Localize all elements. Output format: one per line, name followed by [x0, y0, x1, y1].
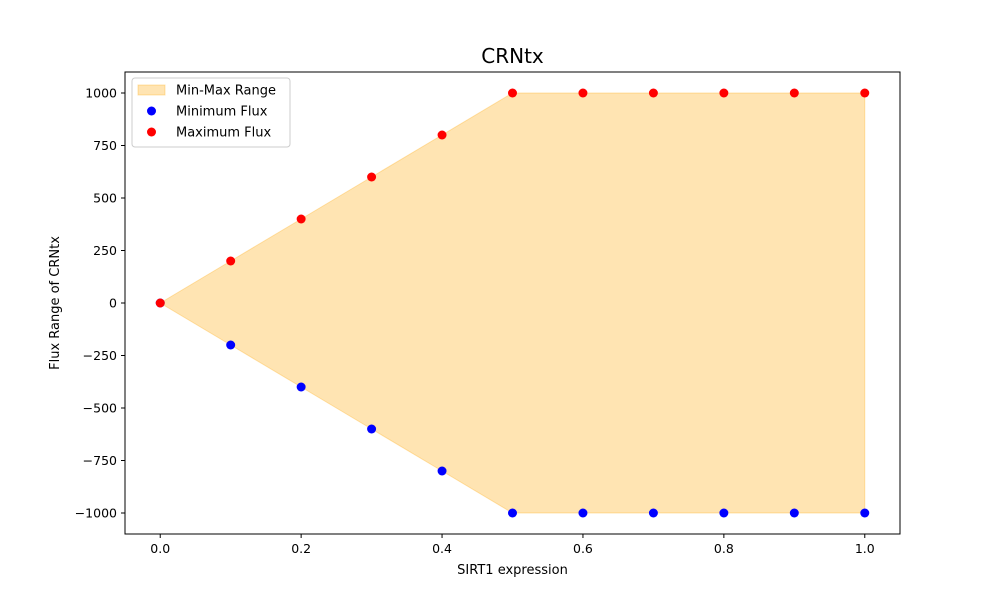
x-axis-label: SIRT1 expression — [457, 563, 568, 578]
legend-label-min-max-range: Min-Max Range — [176, 84, 276, 99]
x-tick-label: 1.0 — [855, 541, 875, 556]
y-axis: 1000 750 500 250 0 −250 −500 −750 −1000 — [75, 86, 125, 521]
minimum-flux-point — [226, 340, 236, 350]
legend: Min-Max Range Minimum Flux Maximum Flux — [131, 77, 291, 148]
legend-marker-minimum-flux — [147, 106, 156, 116]
x-tick-label: 0.6 — [573, 541, 593, 556]
y-tick-label: −500 — [83, 401, 117, 416]
legend-box — [131, 77, 291, 148]
maximum-flux-point — [437, 130, 447, 140]
maximum-flux-point — [789, 88, 799, 98]
x-tick-label: 0.8 — [714, 541, 734, 556]
maximum-flux-point — [508, 88, 517, 98]
minimum-flux-point — [367, 424, 377, 434]
y-tick-label: 500 — [93, 191, 117, 206]
legend-marker-maximum-flux — [147, 127, 156, 137]
maximum-flux-point — [296, 214, 306, 224]
minimum-flux-point — [789, 508, 799, 518]
minimum-flux-point — [719, 508, 729, 518]
x-tick-label: 0.4 — [432, 541, 452, 556]
legend-label-minimum-flux: Minimum Flux — [176, 105, 268, 120]
maximum-flux-point — [860, 88, 870, 98]
minimum-flux-point — [437, 466, 447, 476]
maximum-flux-point — [226, 256, 236, 266]
y-tick-label: 1000 — [85, 86, 117, 101]
y-tick-label: 750 — [93, 138, 117, 153]
y-tick-label: −750 — [83, 453, 117, 468]
y-tick-label: 0 — [109, 296, 117, 311]
y-tick-label: 250 — [93, 243, 117, 258]
minimum-flux-point — [860, 508, 870, 518]
x-tick-label: 0.0 — [150, 541, 170, 556]
maximum-flux-point — [719, 88, 729, 98]
plot-area — [155, 88, 870, 518]
x-tick-label: 0.2 — [291, 541, 311, 556]
legend-label-maximum-flux: Maximum Flux — [176, 126, 272, 141]
maximum-flux-point — [648, 88, 658, 98]
minimum-flux-point — [508, 508, 517, 518]
maximum-flux-point — [155, 298, 165, 308]
y-tick-label: −1000 — [75, 506, 117, 521]
minimum-flux-point — [648, 508, 658, 518]
x-axis: 0.0 0.2 0.4 0.6 0.8 1.0 — [150, 534, 875, 556]
minimum-flux-point — [296, 382, 306, 392]
chart-title: CRNtx — [481, 44, 544, 68]
minimum-flux-point — [578, 508, 588, 518]
y-tick-label: −250 — [83, 348, 117, 363]
min-max-range-area — [159, 92, 866, 514]
legend-swatch-min-max-range — [137, 84, 166, 96]
y-axis-label: Flux Range of CRNtx — [48, 236, 63, 370]
maximum-flux-point — [367, 172, 377, 182]
maximum-flux-point — [578, 88, 588, 98]
